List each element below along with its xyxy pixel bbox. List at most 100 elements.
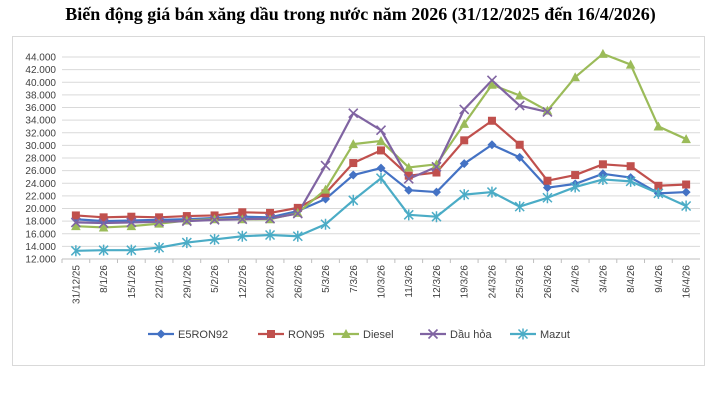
data-point-mazut (542, 192, 553, 204)
data-point-diesel (431, 159, 442, 169)
legend-swatch-marker (267, 330, 275, 338)
data-point-diesel (98, 222, 109, 232)
y-tick-label: 20.000 (25, 204, 56, 215)
y-tick-label: 28.000 (25, 154, 56, 165)
data-point-ron95 (515, 140, 524, 149)
y-tick-label: 44.000 (25, 53, 56, 64)
x-tick-label: 12/3/26 (432, 265, 443, 299)
y-tick-label: 26.000 (25, 166, 56, 177)
series-line-d-u-h-a (75, 79, 548, 225)
data-point-ron95 (266, 208, 275, 217)
data-point-diesel (625, 59, 636, 69)
legend-label: E5RON92 (178, 329, 228, 341)
data-point-mazut (209, 233, 220, 245)
data-point-ron95 (654, 181, 663, 190)
data-point-e5ron92 (431, 187, 441, 197)
x-tick-label: 5/2/26 (210, 265, 221, 293)
data-point-diesel (348, 139, 359, 149)
data-point-d-u-h-a (181, 216, 192, 227)
data-point-d-u-h-a (264, 213, 276, 224)
data-point-mazut (181, 237, 192, 249)
x-tick-label: 8/1/26 (99, 265, 110, 293)
data-point-e5ron92 (487, 140, 497, 150)
legend: E5RON92 RON95 Diesel Dầu hỏa Mazut (148, 328, 570, 341)
data-point-diesel (598, 48, 608, 58)
legend-item-mazut: Mazut (510, 328, 570, 341)
x-tick-label: 16/4/26 (682, 265, 693, 299)
legend-swatch-marker (427, 328, 439, 340)
data-point-mazut (70, 245, 81, 257)
data-point-diesel (681, 134, 691, 144)
x-tick-label: 31/12/25 (71, 265, 82, 304)
data-point-mazut (348, 194, 359, 206)
data-point-ron95 (626, 162, 635, 171)
data-point-d-u-h-a (375, 125, 387, 136)
data-point-mazut (431, 211, 442, 223)
data-point-d-u-h-a (154, 216, 165, 227)
data-point-mazut (292, 230, 303, 242)
y-tick-label: 14.000 (25, 242, 56, 253)
gridlines (62, 56, 700, 260)
series-line-mazut (75, 177, 687, 252)
series-markers (70, 48, 692, 257)
data-point-diesel (403, 162, 414, 172)
data-point-mazut (126, 244, 137, 256)
x-tick-label: 3/4/26 (598, 265, 609, 293)
x-tick-label: 10/3/26 (377, 265, 388, 299)
data-point-d-u-h-a (292, 208, 303, 219)
data-point-ron95 (543, 176, 552, 185)
data-point-ron95 (155, 213, 164, 222)
data-point-e5ron92 (515, 152, 525, 162)
data-point-mazut (265, 229, 276, 241)
data-point-ron95 (404, 171, 413, 180)
data-point-d-u-h-a (70, 217, 81, 228)
x-tick-label: 26/3/26 (543, 265, 554, 299)
data-point-diesel (71, 221, 81, 231)
x-tick-label: 9/4/26 (654, 265, 665, 293)
legend-label: RON95 (288, 329, 325, 341)
data-point-ron95 (487, 116, 496, 125)
data-point-diesel (320, 184, 331, 194)
data-point-d-u-h-a (320, 160, 331, 171)
data-point-e5ron92 (459, 159, 469, 169)
data-point-mazut (625, 175, 636, 187)
data-point-ron95 (682, 180, 691, 189)
data-point-mazut (237, 230, 248, 242)
data-point-mazut (98, 244, 109, 256)
data-point-mazut (653, 187, 664, 199)
x-tick-label: 2/4/26 (571, 265, 582, 293)
data-point-d-u-h-a (486, 75, 498, 86)
legend-swatch-marker (341, 329, 351, 338)
legend-label: Mazut (540, 329, 570, 341)
data-point-mazut (154, 242, 165, 254)
data-point-d-u-h-a (126, 217, 137, 228)
data-point-mazut (597, 173, 608, 185)
data-point-mazut (375, 172, 387, 184)
data-point-ron95 (99, 213, 108, 222)
x-tick-label: 15/1/26 (127, 265, 138, 299)
y-tick-label: 42.000 (25, 65, 56, 76)
x-tick-label: 22/1/26 (155, 265, 166, 299)
data-point-diesel (126, 221, 137, 231)
y-tick-label: 18.000 (25, 217, 56, 228)
data-point-ron95 (71, 211, 80, 220)
data-point-diesel (459, 118, 470, 128)
data-point-ron95 (460, 136, 469, 145)
data-point-diesel (487, 79, 497, 89)
data-point-ron95 (571, 171, 580, 180)
data-point-mazut (403, 209, 414, 221)
data-point-e5ron92 (542, 183, 552, 193)
data-point-ron95 (349, 159, 358, 168)
y-tick-label: 34.000 (25, 116, 56, 127)
legend-swatch-marker (156, 329, 166, 339)
data-point-d-u-h-a (237, 214, 248, 225)
y-tick-label: 40.000 (25, 78, 56, 89)
data-point-ron95 (598, 160, 607, 169)
data-point-ron95 (127, 212, 136, 221)
data-point-e5ron92 (404, 185, 414, 195)
data-point-e5ron92 (598, 169, 608, 179)
legend-item-e5ron92: E5RON92 (148, 329, 228, 341)
data-point-diesel (154, 218, 164, 228)
